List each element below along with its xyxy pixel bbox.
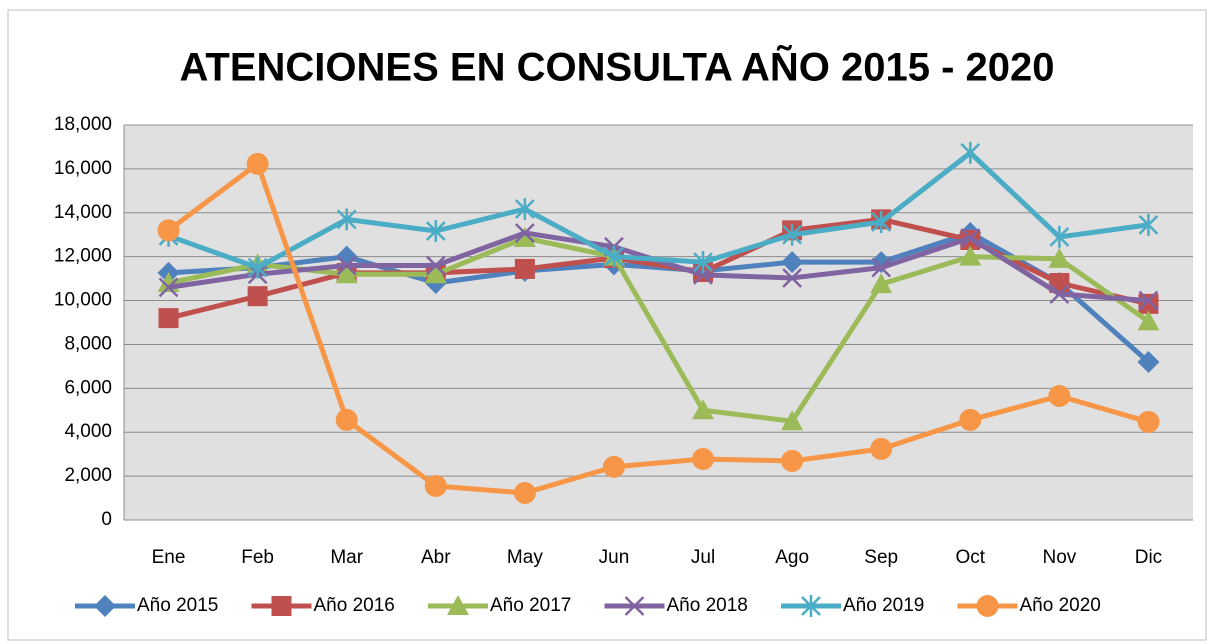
series-line: [167, 161, 1150, 496]
marker: [960, 141, 981, 164]
marker: [424, 263, 447, 284]
marker: [781, 449, 804, 472]
marker: [871, 257, 892, 278]
legend-marker: [624, 596, 645, 616]
marker: [693, 251, 713, 274]
marker: [514, 223, 535, 243]
series-line: [168, 235, 1150, 424]
marker: [1048, 385, 1071, 408]
marker: [870, 437, 893, 460]
marker: [1137, 410, 1160, 433]
x-tick-label: Oct: [956, 547, 986, 568]
chart-title: ATENCIONES EN CONSULTA AÑO 2015 - 2020: [180, 44, 1055, 90]
y-tick-label: 6,000: [64, 377, 112, 398]
marker: [158, 277, 179, 298]
legend-marker: [271, 596, 292, 616]
legend-marker: [94, 595, 116, 617]
x-tick-label: Sep: [864, 547, 898, 568]
x-tick-label: May: [507, 547, 543, 568]
legend-label: Año 2018: [667, 595, 748, 616]
marker: [1137, 310, 1160, 331]
marker: [781, 251, 804, 274]
legend-marker: [801, 595, 821, 617]
x-tick-label: Abr: [421, 547, 451, 568]
y-tick-label: 10,000: [54, 290, 112, 311]
marker: [871, 210, 892, 233]
y-tick-label: 14,000: [54, 202, 112, 223]
marker: [782, 268, 803, 288]
marker: [514, 258, 535, 279]
legend-label: Año 2016: [314, 595, 395, 616]
marker: [959, 245, 982, 266]
legend-label: Año 2017: [490, 595, 571, 616]
marker: [692, 399, 715, 420]
marker: [425, 219, 446, 242]
y-tick-label: 12,000: [54, 246, 112, 267]
marker: [246, 152, 269, 175]
x-tick-label: Feb: [241, 547, 274, 568]
plot-area: [124, 125, 1193, 520]
marker: [1137, 351, 1160, 373]
marker: [959, 408, 982, 431]
y-tick-label: 0: [101, 509, 112, 530]
y-tick-label: 8,000: [64, 333, 112, 354]
marker: [513, 227, 536, 248]
series-line: [168, 230, 1151, 364]
marker: [335, 263, 358, 284]
legend-label: Año 2020: [1020, 595, 1101, 616]
marker: [336, 208, 357, 231]
marker: [157, 219, 180, 242]
marker: [1049, 284, 1070, 304]
y-tick-label: 2,000: [64, 465, 112, 486]
marker: [158, 308, 179, 329]
marker: [692, 447, 715, 470]
y-tick-label: 4,000: [64, 421, 112, 442]
marker: [424, 474, 447, 497]
series-line: [167, 150, 1149, 271]
marker: [1049, 225, 1070, 248]
marker: [782, 223, 803, 246]
x-tick-label: Mar: [330, 547, 363, 568]
marker: [425, 255, 446, 276]
x-tick-label: Ene: [152, 547, 186, 568]
legend-marker: [976, 595, 999, 617]
marker: [247, 256, 268, 279]
marker: [781, 410, 804, 431]
x-tick-label: Dic: [1135, 547, 1162, 568]
x-tick-label: Jul: [691, 547, 715, 568]
x-tick-label: Jun: [599, 547, 630, 568]
marker: [604, 245, 624, 268]
marker: [336, 255, 357, 276]
legend-label: Año 2019: [843, 595, 924, 616]
marker: [870, 273, 893, 294]
marker: [247, 286, 268, 307]
marker: [602, 455, 625, 478]
marker: [513, 482, 536, 505]
marker: [514, 198, 535, 221]
legend-label: Año 2015: [137, 595, 218, 616]
marker: [335, 245, 358, 268]
x-tick-label: Nov: [1042, 547, 1076, 568]
marker: [960, 228, 981, 248]
y-tick-label: 18,000: [54, 114, 112, 135]
y-tick-label: 16,000: [54, 158, 112, 179]
x-tick-label: Ago: [775, 547, 809, 568]
legend-marker: [447, 595, 469, 615]
marker: [1048, 247, 1071, 268]
marker: [1138, 290, 1159, 311]
marker: [1138, 213, 1159, 236]
marker: [335, 408, 358, 431]
